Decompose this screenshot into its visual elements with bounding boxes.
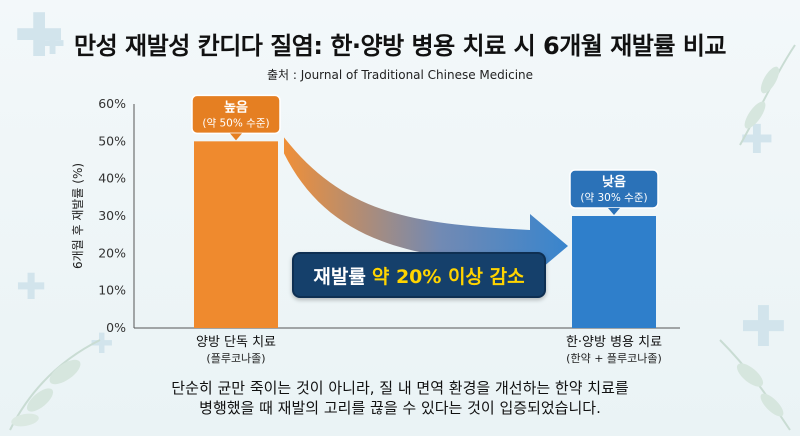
y-tick-label: 40% [98, 171, 126, 186]
y-axis-label: 6개월 후 재발률 (%) [71, 163, 85, 269]
banner-prefix: 재발률 [313, 265, 366, 288]
x-category-subtitle: (플루코나졸) [206, 352, 265, 365]
bar-label-main: 높음 [224, 99, 248, 115]
banner-highlight: 약 20% 이상 감소 [371, 265, 525, 288]
leaf-decor-icon [739, 44, 796, 146]
plus-decor-icon: ✚ [14, 1, 65, 71]
bar-label-pointer [608, 208, 620, 215]
reduction-banner: 재발률 약 20% 이상 감소 [292, 252, 546, 298]
bar-label-pointer [230, 133, 242, 141]
plus-decor-icon: ✚ [90, 327, 114, 360]
x-category-label: 양방 단독 치료 [196, 335, 276, 350]
leaf-decor-icon [719, 339, 791, 431]
bar-label-sub: (약 30% 수준) [580, 192, 647, 204]
caption-line-1: 단순히 균만 죽이는 것이 아니라, 질 내 면역 환경을 개선하는 한약 치료… [171, 379, 629, 397]
y-tick-label: 20% [98, 245, 126, 260]
chart-title: 만성 재발성 칸디다 질염: 한·양방 병용 치료 시 6개월 재발률 비교 [74, 32, 726, 60]
y-tick-label: 30% [98, 208, 126, 223]
leaf-decor-icon [9, 339, 101, 431]
chart-source: 출처 : Journal of Traditional Chinese Medi… [266, 68, 534, 82]
y-tick-label: 0% [106, 320, 126, 335]
plus-decor-icon: ✚ [40, 27, 66, 62]
caption-line-2: 병행했을 때 재발의 고리를 끊을 수 있다는 것이 입증되었습니다. [199, 399, 601, 417]
y-tick-label: 10% [98, 283, 126, 298]
x-category-label: 한·양방 병용 치료 [566, 335, 662, 350]
bar-label-main: 낮음 [602, 174, 626, 190]
bar-label-sub: (약 50% 수준) [202, 117, 269, 129]
y-tick-label: 60% [98, 96, 126, 111]
y-tick-label: 50% [98, 133, 126, 148]
trend-arrow [284, 137, 568, 278]
bar [572, 216, 656, 328]
plus-decor-icon: ✚ [740, 295, 787, 360]
bar [194, 141, 278, 328]
plus-decor-icon: ✚ [16, 267, 47, 308]
chart-caption: 단순히 균만 죽이는 것이 아니라, 질 내 면역 환경을 개선하는 한약 치료… [0, 378, 800, 418]
x-category-subtitle: (한약 + 플루코나졸) [566, 351, 662, 365]
